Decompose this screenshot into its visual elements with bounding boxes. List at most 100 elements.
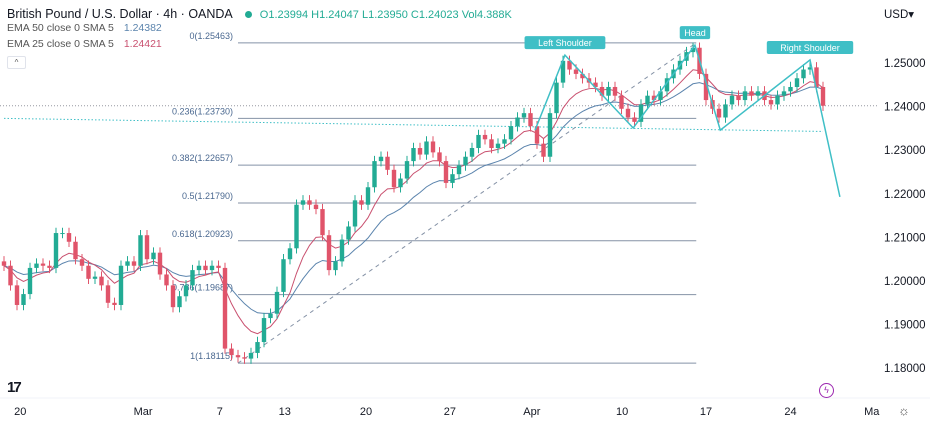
candle-body [86,265,91,279]
candle-body [346,226,351,240]
time-tick-label: 27 [444,406,456,418]
candle-body [632,117,637,122]
candle-body [229,348,234,356]
candle-body [307,200,312,205]
candle-body [749,91,754,96]
candle-body [398,178,403,188]
candle-body [151,252,156,260]
candle-body [287,248,293,260]
annotation-label-bg [679,26,711,40]
candle-body [372,161,377,188]
candle-body [541,143,546,157]
collapse-legend-button[interactable]: ^ [7,56,26,69]
candle-body [573,69,579,74]
candle-body [625,108,631,118]
candle-body [404,161,410,179]
indicator-ema50[interactable]: EMA 50 close 0 SMA 5 1.24382 [7,22,162,34]
time-tick-label: 10 [616,406,628,418]
candle-body [742,91,748,101]
candle-body [554,82,559,114]
price-tick-label: 1.24000 [884,102,926,114]
gear-icon[interactable]: ☼ [898,403,910,418]
candle-body [781,91,787,96]
candle-body [73,241,78,260]
candle-body [599,86,605,96]
candle-body [664,78,670,92]
head-shoulders-pattern [534,43,841,198]
candle-body [794,78,800,87]
annotation-label: Left Shoulder [538,38,592,48]
candle-body [294,204,299,249]
candle-body [391,169,397,188]
candle-body [326,235,332,271]
candle-body [170,285,176,308]
candle-body [92,276,98,279]
candle-body [248,352,254,359]
price-tick-label: 1.19000 [884,320,926,332]
candle-body [34,263,39,268]
fib-level-label: 0.618(1.20923) [172,229,233,239]
candle-body [651,95,657,101]
candle-body [567,60,572,70]
indicator-label: EMA 50 close 0 SMA 5 [7,22,114,34]
tradingview-logo[interactable]: 17 [7,379,22,396]
lightning-icon[interactable]: ϟ [819,383,834,398]
candle-body [385,156,390,170]
candle-body [820,86,826,106]
candle-body [716,108,722,118]
candle-body [495,143,501,149]
candle-body [437,152,442,162]
candle-body [40,263,46,266]
candle-body [274,291,280,314]
market-status-dot [244,10,252,18]
candle-body [482,134,488,140]
neckline [3,117,824,132]
time-tick-label: Ma [864,406,880,418]
candle-body [521,113,527,118]
candle-body [560,60,566,83]
candle-body [1,261,7,266]
candle-body [612,86,618,96]
candle-body [320,209,325,236]
candle-body [463,156,468,166]
candle-body [8,265,13,286]
price-tick-label: 1.25000 [884,58,926,70]
candle-body [502,139,507,144]
price-tick-label: 1.23000 [884,145,926,157]
candle-body [112,302,117,305]
candle-body [300,200,306,205]
candle-body [196,265,202,271]
candle-body [216,265,221,268]
candle-body [14,285,20,305]
candle-body [547,113,553,157]
low-value: L1.23950 [361,9,408,21]
candle-body [690,47,696,53]
candle-body [99,276,104,286]
candle-body [105,285,111,303]
candle-body [255,342,260,353]
candle-body [580,73,585,79]
time-tick-label: 17 [700,406,712,418]
candle-body [60,233,65,235]
candle-body [814,67,819,87]
candle-body [66,233,72,242]
candle-body [365,187,371,205]
ema-25-line [3,69,824,335]
candle-body [801,69,806,79]
candle-body [476,134,481,149]
candle-body [235,355,241,358]
candle-body [430,141,436,153]
fib-level-label: 0.786(1.19687) [172,283,233,293]
indicator-ema25[interactable]: EMA 25 close 0 SMA 5 1.24421 [7,38,162,50]
candle-body [456,165,462,175]
candle-body [118,265,124,305]
symbol-title[interactable]: British Pound / U.S. Dollar · 4h · OANDA [7,7,233,21]
currency-selector[interactable]: USD▾ [884,7,914,21]
ohlc-values: O1.23994 H1.24047 L1.23950 C1.24023 Vol4… [260,9,512,21]
candle-body [157,252,163,275]
candle-body [27,267,33,295]
candle-body [177,296,182,308]
candle-body [703,73,709,101]
candle-body [807,67,813,70]
